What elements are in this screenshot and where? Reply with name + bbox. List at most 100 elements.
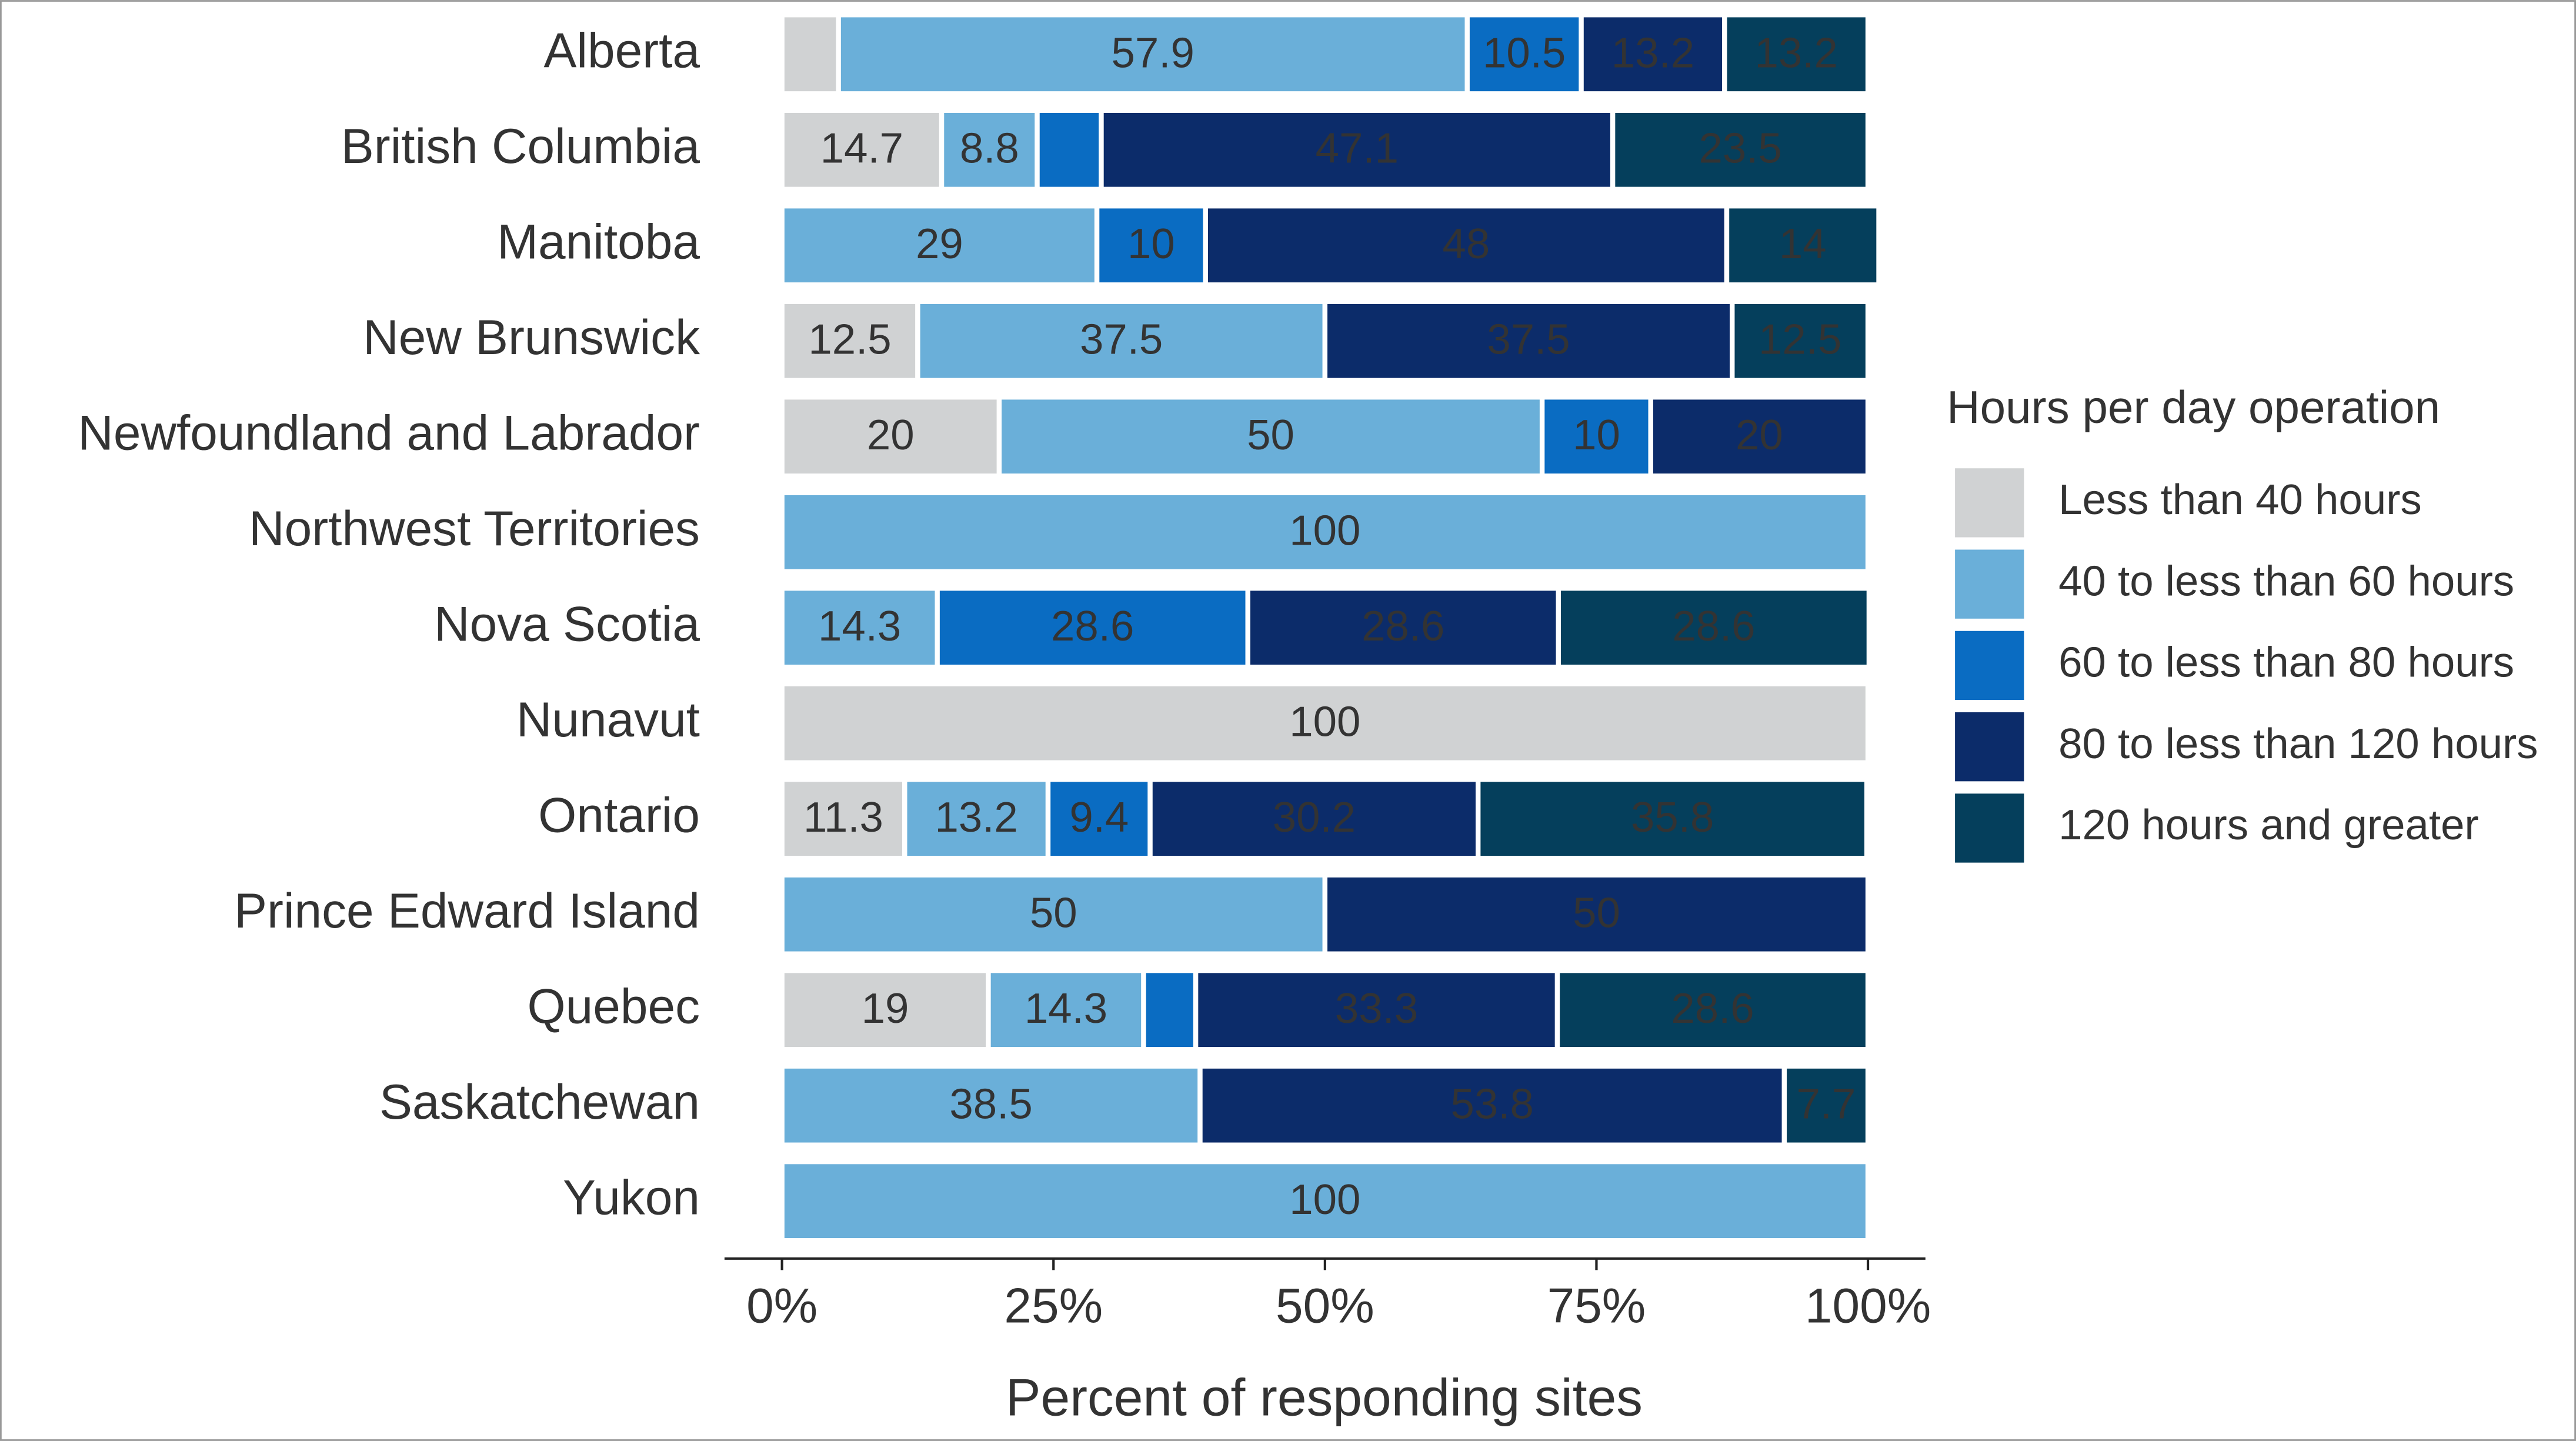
data-label: 7.7 (1797, 1080, 1856, 1128)
data-label: 28.6 (1671, 985, 1754, 1032)
bar-segment (1724, 204, 1881, 288)
bar-segment (779, 681, 1871, 765)
data-label: 14.3 (1025, 985, 1107, 1032)
bar-segment (1579, 12, 1727, 96)
bar-segment (1610, 108, 1871, 192)
x-tick-label: 100% (1805, 1278, 1931, 1333)
bar-segment (779, 872, 1328, 956)
bar-segment (1322, 872, 1871, 956)
data-label: 38.5 (949, 1080, 1032, 1128)
data-label: 28.6 (1362, 602, 1444, 650)
data-label: 13.2 (1611, 29, 1694, 76)
data-label: 50 (1247, 411, 1294, 459)
bar-segment (779, 968, 991, 1052)
legend-swatch (1955, 793, 2024, 863)
data-label: 30.2 (1273, 793, 1356, 841)
data-label: 50 (1573, 889, 1620, 937)
bar-segment (1094, 204, 1208, 288)
bar-segment (935, 585, 1250, 670)
bar-segment (1476, 776, 1870, 861)
data-label: 100 (1289, 698, 1360, 746)
data-label: 19 (862, 985, 909, 1032)
data-label: 33.3 (1335, 985, 1418, 1032)
data-label: 50 (1030, 889, 1077, 937)
bar-segment (1722, 12, 1871, 96)
y-tick-label: Ontario (538, 787, 700, 842)
data-label: 100 (1289, 1176, 1360, 1223)
y-tick-label: Newfoundland and Labrador (78, 405, 700, 460)
data-label: 57.9 (1112, 29, 1194, 76)
legend-swatch (1955, 468, 2024, 538)
y-tick-label: Yukon (563, 1169, 700, 1225)
x-tick-label: 50% (1276, 1278, 1374, 1333)
y-tick-label: Nova Scotia (434, 596, 700, 651)
data-label: 11.3 (803, 793, 883, 841)
bar-segment (779, 395, 1002, 479)
data-label: 12.5 (808, 316, 891, 363)
data-label: 14.3 (818, 602, 901, 650)
legend-label: 80 to less than 120 hours (2058, 720, 2538, 768)
bar-segment (779, 490, 1871, 574)
data-label: 37.5 (1080, 316, 1163, 363)
bar-segment (779, 1159, 1871, 1243)
bar-segment (779, 776, 907, 861)
bar-segment (779, 108, 945, 192)
legend-label: 40 to less than 60 hours (2058, 557, 2514, 605)
data-label: 12.5 (1759, 316, 1841, 363)
legend-title: Hours per day operation (1947, 381, 2440, 433)
legend-swatch (1955, 712, 2024, 782)
y-tick-label: Saskatchewan (379, 1074, 700, 1129)
y-tick-label: Quebec (527, 978, 700, 1033)
bar-segment (1035, 108, 1104, 192)
y-tick-label: Prince Edward Island (234, 883, 700, 938)
bar-segment (1556, 585, 1872, 670)
data-label: 10.5 (1483, 29, 1566, 76)
bar-segment (779, 299, 920, 383)
y-tick-label: British Columbia (341, 118, 700, 174)
x-tick-label: 75% (1547, 1278, 1646, 1333)
data-label: 47.1 (1316, 125, 1399, 172)
bar-segment (1730, 299, 1871, 383)
data-label: 48 (1443, 220, 1490, 268)
y-tick-label: Northwest Territories (249, 501, 700, 556)
x-tick-label: 25% (1004, 1278, 1103, 1333)
y-tick-label: New Brunswick (363, 309, 700, 365)
legend-swatch (1955, 549, 2024, 619)
legend-label: Less than 40 hours (2058, 476, 2422, 523)
data-label: 10 (1573, 411, 1620, 459)
bar-segment (1045, 776, 1153, 861)
bar-segment (1197, 1063, 1787, 1148)
data-label: 9.4 (1069, 793, 1129, 841)
bar-segment (1781, 1063, 1871, 1148)
data-label: 28.6 (1672, 602, 1755, 650)
y-tick-label: Nunavut (516, 692, 700, 747)
data-label: 23.5 (1699, 125, 1781, 172)
data-label: 14.7 (820, 125, 903, 172)
bar-segment (986, 968, 1146, 1052)
y-tick-label: Alberta (543, 22, 700, 78)
data-label: 14 (1779, 220, 1827, 268)
data-label: 10 (1127, 220, 1175, 268)
data-label: 100 (1289, 507, 1360, 555)
legend-swatch (1955, 631, 2024, 701)
bar-segment (1648, 395, 1871, 479)
legend-label: 60 to less than 80 hours (2058, 639, 2514, 686)
data-label: 28.6 (1051, 602, 1134, 650)
data-label: 53.8 (1451, 1080, 1534, 1128)
x-axis-title: Percent of responding sites (1006, 1367, 1643, 1426)
bar-segment (779, 204, 1100, 288)
data-label: 29 (916, 220, 963, 268)
data-label: 37.5 (1487, 316, 1570, 363)
legend-label: 120 hours and greater (2058, 801, 2479, 849)
bar-segment (902, 776, 1051, 861)
data-label: 35.8 (1631, 793, 1714, 841)
x-tick-label: 0% (746, 1278, 817, 1333)
bar-segment (1099, 108, 1616, 192)
bar-segment (779, 12, 841, 96)
bar-segment (779, 585, 940, 670)
data-label: 13.2 (935, 793, 1017, 841)
bar-segment (1554, 968, 1871, 1052)
data-label: 8.8 (960, 125, 1019, 172)
